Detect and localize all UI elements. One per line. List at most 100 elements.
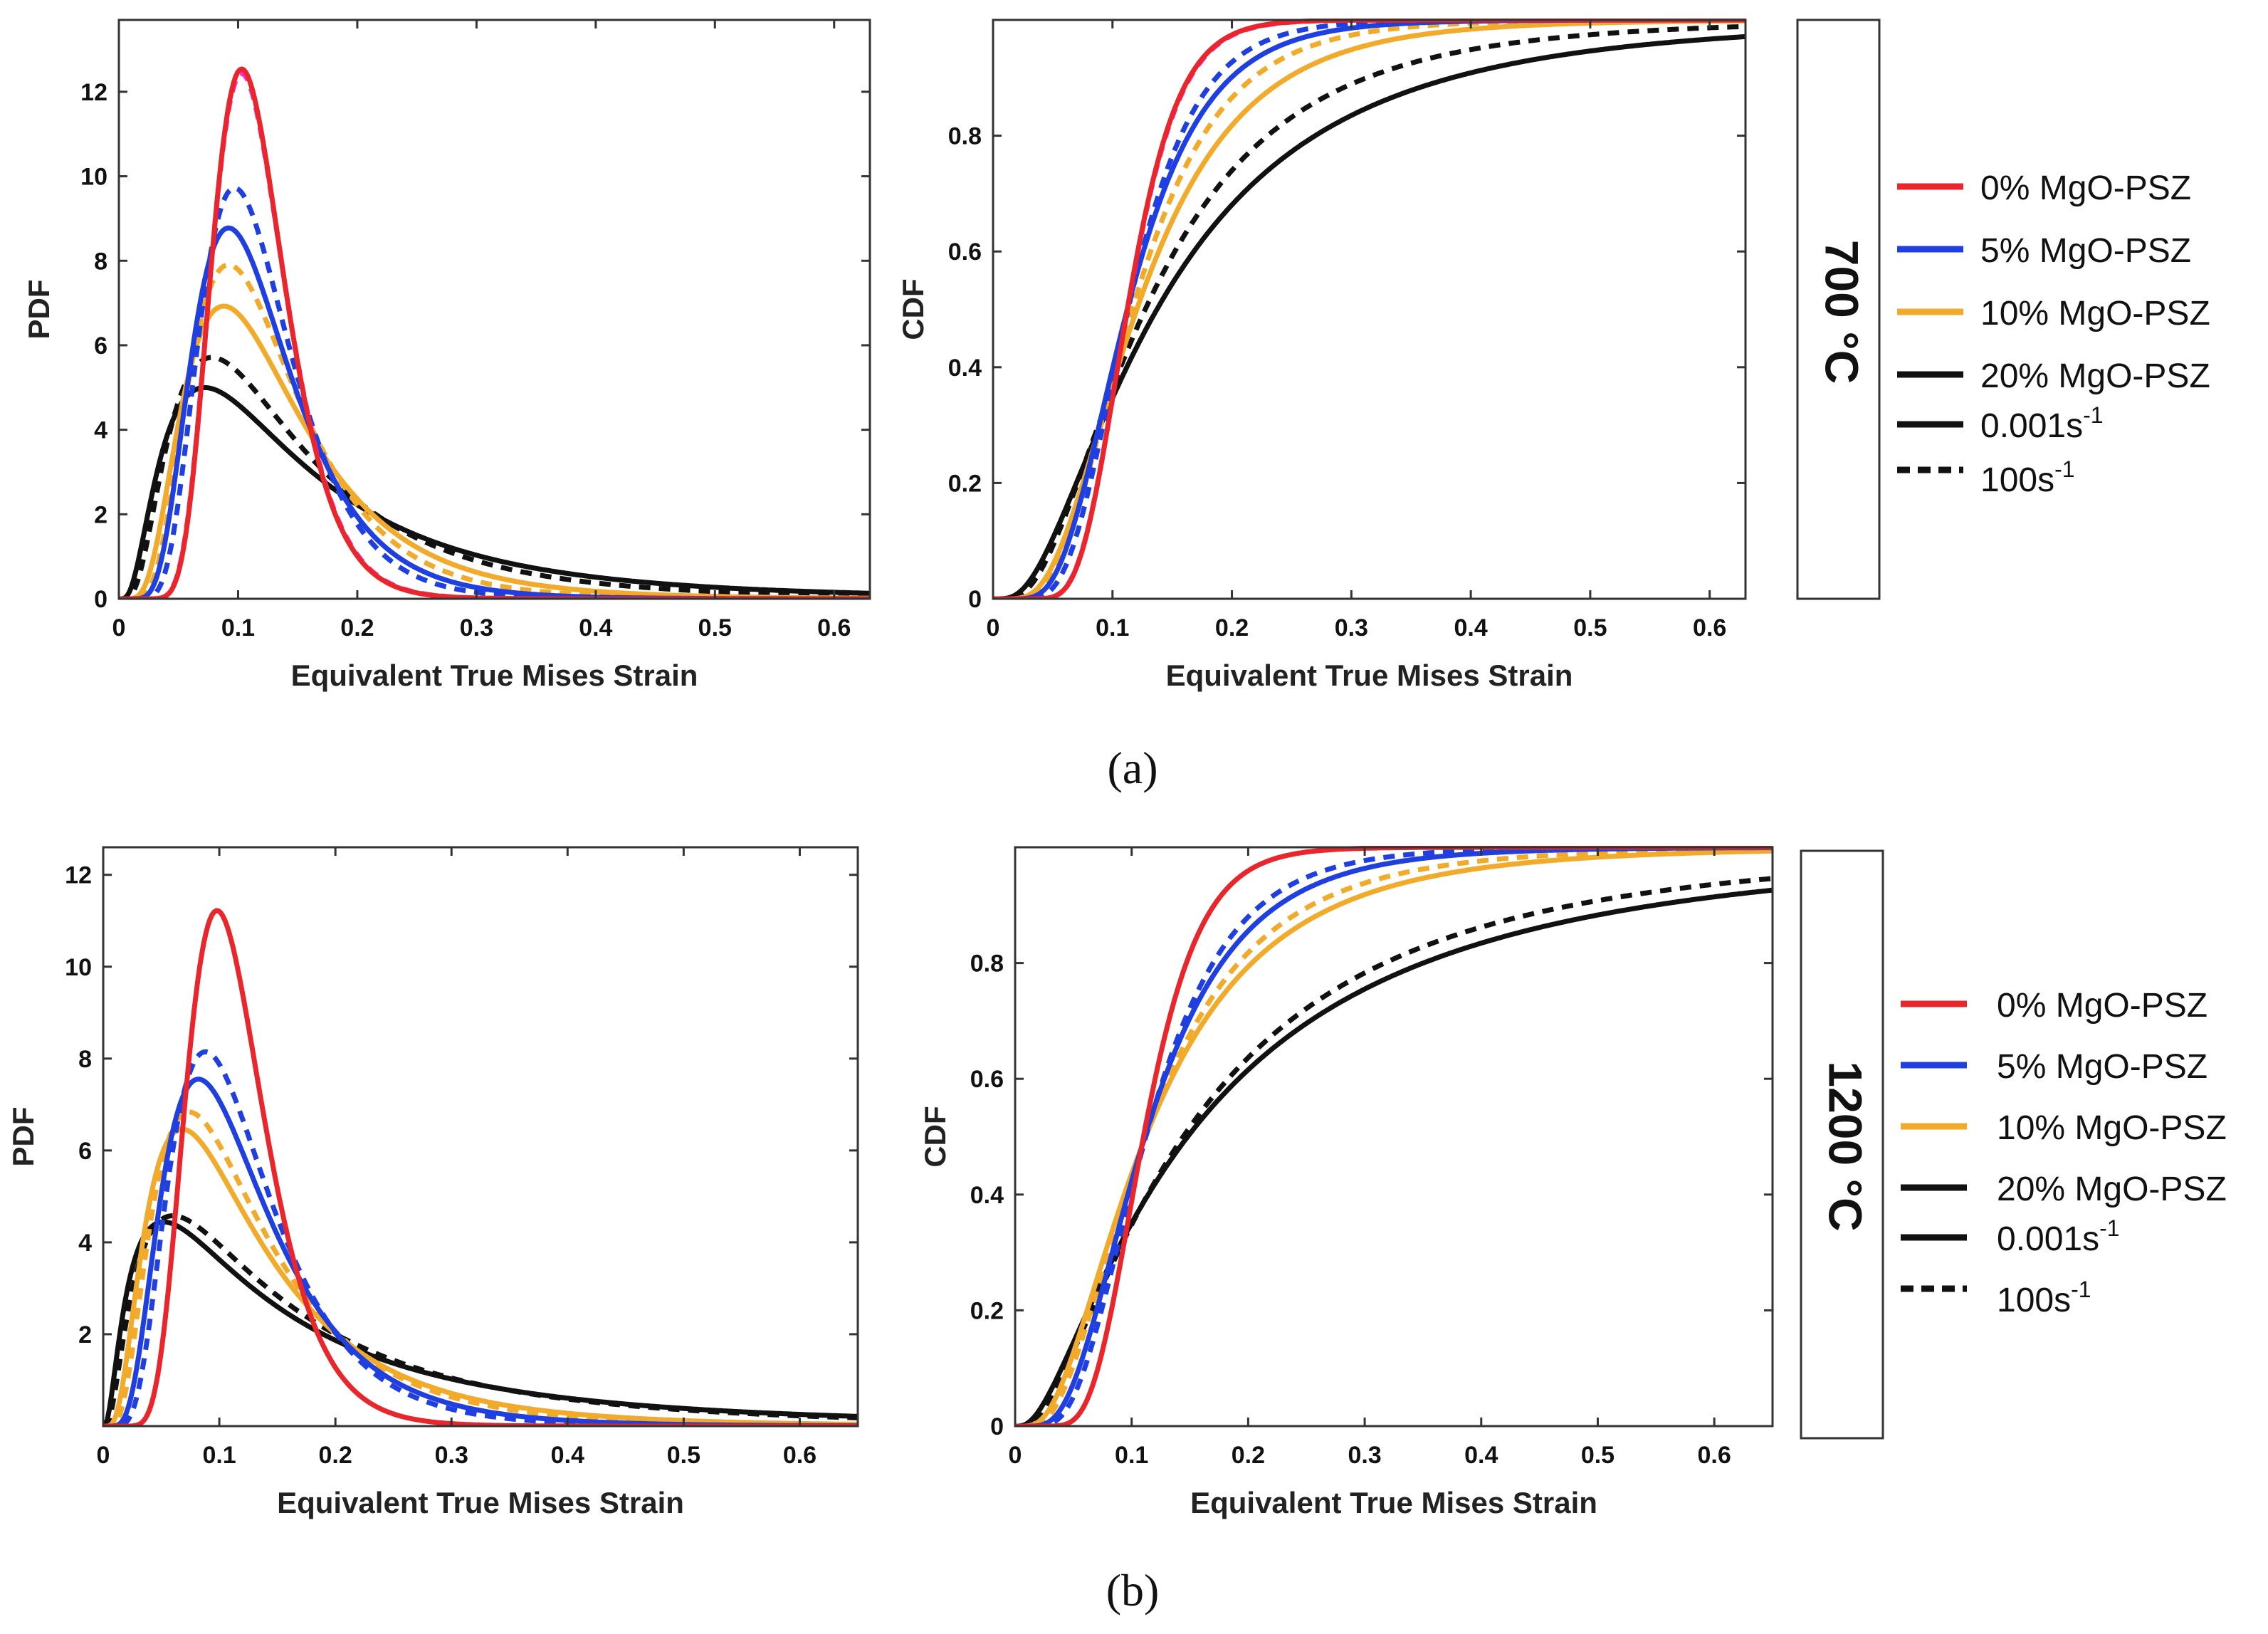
temperature-label: 700 °C — [1816, 240, 1869, 384]
y-tick-label: 0.8 — [948, 123, 982, 150]
x-tick-label: 0.1 — [202, 1442, 236, 1469]
x-tick-label: 0 — [97, 1442, 110, 1469]
legend-box-a: 700 °C 0% MgO-PSZ 5% MgO-PSZ 10% MgO-PSZ… — [1796, 19, 2210, 600]
x-tick-label: 0.6 — [817, 614, 851, 641]
rate-slow-base: 0.001s — [1997, 1220, 2099, 1258]
y-tick-label: 0.4 — [948, 355, 982, 382]
temperature-label: 1200 °C — [1820, 1061, 1872, 1231]
legend-label-20pct: 20% MgO-PSZ — [1997, 1170, 2227, 1208]
x-tick-label: 0.1 — [1115, 1442, 1148, 1469]
x-tick-label: 0.5 — [1573, 614, 1607, 641]
legend-b: 0% MgO-PSZ 5% MgO-PSZ 10% MgO-PSZ 20% Mg… — [1901, 987, 2227, 1319]
x-axis-label: Equivalent True Mises Strain — [277, 1486, 684, 1519]
series-line: 20% MgO-PSZ, 100s-1 — [119, 355, 870, 599]
legend-label-20pct: 20% MgO-PSZ — [1980, 357, 2210, 395]
y-tick-label: 12 — [65, 862, 92, 889]
x-tick-label: 0.4 — [579, 614, 612, 641]
x-tick-label: 0.6 — [1698, 1442, 1731, 1469]
x-tick-label: 0.5 — [667, 1442, 700, 1469]
axes-box — [102, 846, 859, 1428]
series-line: 0% MgO-PSZ, 0.001s-1 — [103, 908, 858, 1426]
x-axis-label: Equivalent True Mises Strain — [1190, 1486, 1597, 1519]
plot-b-cdf: 20% MgO-PSZ, 100s-120% MgO-PSZ, 0.001s-1… — [918, 846, 1774, 1519]
legend-a: 0% MgO-PSZ 5% MgO-PSZ 10% MgO-PSZ 20% Mg… — [1897, 169, 2210, 499]
series-line: 10% MgO-PSZ, 100s-1 — [993, 19, 1745, 599]
y-tick-label: 0 — [990, 1413, 1004, 1440]
x-tick-label: 0.1 — [221, 614, 255, 641]
y-tick-label: 0.4 — [970, 1182, 1004, 1209]
legend-label-rate-fast: 100s-1 — [1997, 1277, 2091, 1319]
x-tick-label: 0.4 — [1454, 614, 1487, 641]
x-tick-label: 0.4 — [1464, 1442, 1498, 1469]
y-tick-label: 10 — [65, 954, 92, 981]
rate-fast-base: 100s — [1997, 1282, 2071, 1319]
caption-a: (a) — [1107, 743, 1157, 793]
x-tick-label: 0.2 — [1232, 1442, 1265, 1469]
x-tick-label: 0.4 — [551, 1442, 584, 1469]
x-tick-label: 0 — [112, 614, 126, 641]
y-tick-label: 2 — [78, 1321, 92, 1348]
x-tick-label: 0.6 — [783, 1442, 817, 1469]
series-line: 20% MgO-PSZ, 0.001s-1 — [119, 384, 870, 599]
axes-box — [117, 19, 871, 600]
y-tick-label: 0 — [968, 586, 982, 613]
legend-label-rate-fast: 100s-1 — [1980, 456, 2075, 499]
x-tick-label: 0.1 — [1096, 614, 1129, 641]
x-tick-label: 0.3 — [1348, 1442, 1381, 1469]
axes-box — [992, 19, 1747, 600]
y-tick-label: 12 — [80, 79, 107, 106]
plot-area — [103, 847, 858, 1426]
y-tick-label: 0.2 — [948, 470, 982, 497]
y-tick-label: 8 — [94, 248, 107, 275]
temperature-frame — [1796, 19, 1881, 600]
y-axis-label: PDF — [6, 1107, 40, 1167]
y-tick-label: 2 — [94, 501, 107, 528]
y-tick-label: 6 — [78, 1138, 92, 1165]
y-tick-label: 0.6 — [948, 239, 982, 266]
y-tick-label: 0 — [94, 586, 107, 613]
y-tick-label: 8 — [78, 1046, 92, 1073]
x-axis-label: Equivalent True Mises Strain — [1166, 659, 1573, 692]
rate-slow-base: 0.001s — [1980, 407, 2083, 445]
y-tick-label: 0.6 — [970, 1066, 1004, 1093]
x-tick-label: 0.3 — [435, 1442, 468, 1469]
series-line: 20% MgO-PSZ, 0.001s-1 — [1015, 887, 1773, 1426]
x-tick-label: 0.3 — [1335, 614, 1368, 641]
x-tick-label: 0.6 — [1693, 614, 1726, 641]
legend-label-10pct: 10% MgO-PSZ — [1980, 295, 2210, 332]
plot-area — [993, 20, 1745, 599]
legend-label-rate-slow: 0.001s-1 — [1980, 402, 2104, 445]
series-line: 20% MgO-PSZ, 0.001s-1 — [993, 33, 1745, 599]
rate-fast-base: 100s — [1980, 461, 2054, 499]
legend-box-b: 1200 °C 0% MgO-PSZ 5% MgO-PSZ 10% MgO-PS… — [1800, 849, 2227, 1440]
y-axis-label: CDF — [896, 278, 930, 340]
rate-fast-exp: -1 — [2054, 456, 2074, 482]
x-axis-label: Equivalent True Mises Strain — [291, 659, 698, 692]
rate-slow-exp: -1 — [2083, 402, 2103, 428]
y-tick-label: 4 — [94, 417, 107, 444]
plot-b-pdf: 20% MgO-PSZ, 100s-120% MgO-PSZ, 0.001s-1… — [6, 846, 859, 1519]
plot-area — [119, 20, 870, 599]
legend-label-0pct: 0% MgO-PSZ — [1980, 169, 2191, 207]
axes-box — [1014, 846, 1774, 1428]
plot-a-pdf: 20% MgO-PSZ, 0.001s-120% MgO-PSZ, 100s-1… — [22, 19, 871, 692]
legend-label-rate-slow: 0.001s-1 — [1997, 1215, 2120, 1258]
legend-label-0pct: 0% MgO-PSZ — [1997, 987, 2207, 1025]
legend-label-5pct: 5% MgO-PSZ — [1997, 1048, 2207, 1086]
y-tick-label: 0.2 — [970, 1297, 1004, 1324]
y-axis-label: CDF — [918, 1106, 952, 1167]
y-tick-label: 10 — [80, 164, 107, 191]
plot-a-cdf: 20% MgO-PSZ, 0.001s-120% MgO-PSZ, 100s-1… — [896, 19, 1747, 692]
series-line: 20% MgO-PSZ, 0.001s-1 — [103, 1219, 858, 1426]
x-tick-label: 0.2 — [319, 1442, 352, 1469]
rate-slow-exp: -1 — [2099, 1215, 2119, 1241]
series-line: 5% MgO-PSZ, 100s-1 — [119, 185, 870, 599]
y-axis-label: PDF — [22, 280, 56, 340]
plot-area — [1015, 847, 1773, 1426]
y-tick-label: 6 — [94, 332, 107, 360]
x-tick-label: 0 — [1009, 1442, 1022, 1469]
caption-b: (b) — [1106, 1565, 1160, 1615]
legend-label-5pct: 5% MgO-PSZ — [1980, 232, 2191, 270]
x-tick-label: 0.5 — [1581, 1442, 1615, 1469]
